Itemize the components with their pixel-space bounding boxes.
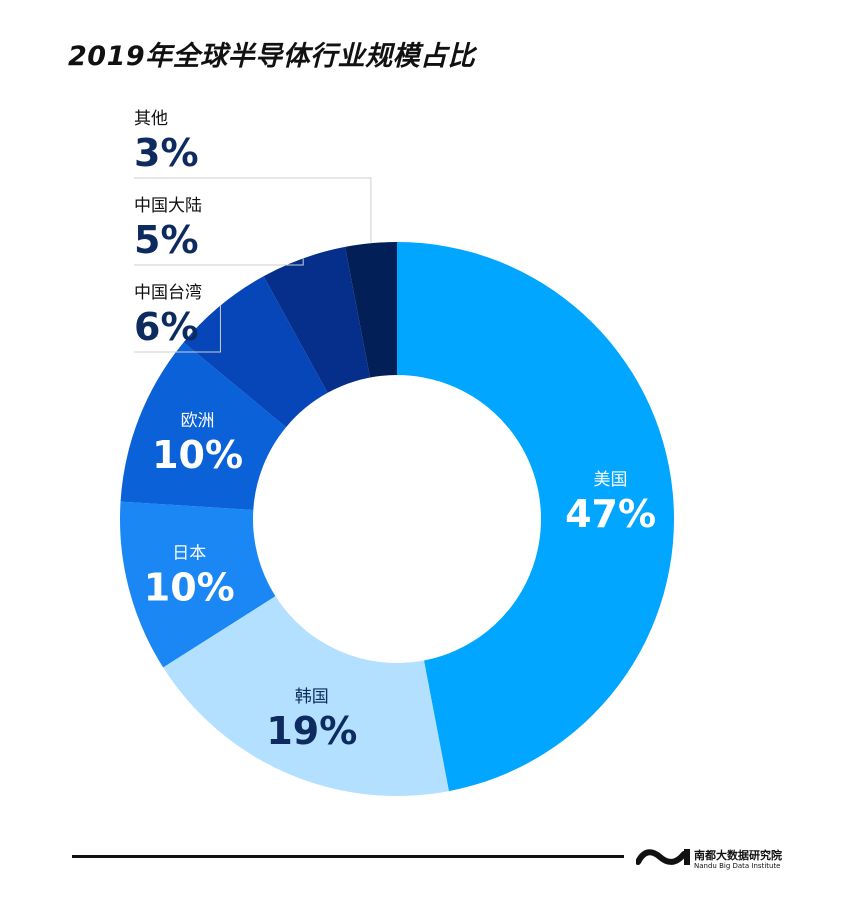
leader-line-6 (134, 177, 372, 244)
slice-value-5: 5% (134, 218, 199, 262)
slice-value-0: 47% (565, 492, 656, 536)
footer-divider (72, 855, 624, 858)
slice-value-6: 3% (134, 131, 199, 175)
slice-6 (345, 242, 397, 378)
slice-value-2: 10% (144, 565, 235, 609)
brand-logo-icon (636, 849, 690, 865)
slice-0 (397, 242, 674, 792)
brand-name-en: Nandu Big Data Institute (694, 862, 781, 870)
slice-1 (163, 596, 449, 796)
slice-label-5: 中国大陆 (134, 196, 202, 216)
slice-label-1: 韩国 (295, 687, 329, 707)
slice-label-2: 日本 (172, 543, 206, 563)
slice-label-4: 中国台湾 (134, 283, 202, 303)
leader-line-4 (134, 305, 221, 353)
slice-3 (120, 342, 287, 510)
slice-label-6: 其他 (134, 109, 168, 129)
slice-label-3: 欧洲 (181, 411, 215, 431)
slice-4 (183, 276, 328, 428)
slice-value-4: 6% (134, 305, 199, 349)
slice-value-3: 10% (152, 433, 243, 477)
leader-line-5 (134, 258, 304, 266)
slice-value-1: 19% (266, 709, 357, 753)
brand-name-cn: 南都大数据研究院 (694, 849, 782, 862)
slice-label-0: 美国 (594, 470, 628, 490)
slice-5 (263, 246, 371, 393)
chart-title: 2019年全球半导体行业规模占比 (68, 41, 476, 72)
slice-2 (119, 501, 276, 668)
